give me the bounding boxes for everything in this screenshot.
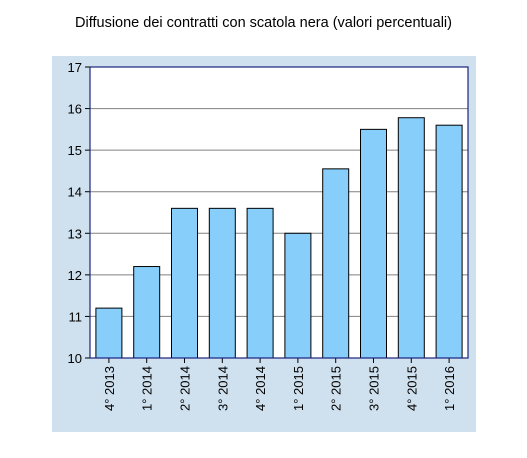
x-tick-label: 3° 2014 xyxy=(215,366,230,411)
x-tick-label: 1° 2016 xyxy=(442,366,457,411)
y-tick-label: 17 xyxy=(68,60,82,75)
bar xyxy=(171,207,198,359)
x-tick-label: 4° 2015 xyxy=(404,366,419,411)
x-tick-label: 4° 2013 xyxy=(102,366,117,411)
bar xyxy=(208,207,236,359)
y-tick-label: 11 xyxy=(69,309,83,324)
x-tick-label: 3° 2015 xyxy=(367,366,382,411)
y-tick-label: 10 xyxy=(68,351,82,366)
y-tick-label: 16 xyxy=(68,102,82,117)
bar xyxy=(246,207,274,359)
bar xyxy=(322,168,350,359)
x-tick-label: 2° 2015 xyxy=(329,366,344,411)
x-tick-label: 1° 2014 xyxy=(140,366,155,411)
plot-border xyxy=(89,66,469,359)
bar xyxy=(95,307,123,359)
bar-chart: 10 11 12 13 14 15 16 17 4° 2013 1° 2014 2° 2014 3° … xyxy=(68,60,469,411)
x-tick-label: 1° 2015 xyxy=(291,366,306,411)
y-tick-label: 15 xyxy=(68,143,82,158)
bar xyxy=(360,128,387,359)
y-tick-label: 14 xyxy=(68,185,82,200)
bar xyxy=(284,232,312,359)
y-tick-label: 13 xyxy=(68,226,82,241)
bar xyxy=(133,266,161,359)
y-tick-label: 12 xyxy=(68,268,82,283)
x-tick-label: 2° 2014 xyxy=(178,366,193,411)
chart-title: Diffusione dei contratti con scatola ner… xyxy=(75,15,452,31)
bar xyxy=(397,117,425,359)
bar xyxy=(435,124,463,359)
x-tick-label: 4° 2014 xyxy=(253,366,268,411)
